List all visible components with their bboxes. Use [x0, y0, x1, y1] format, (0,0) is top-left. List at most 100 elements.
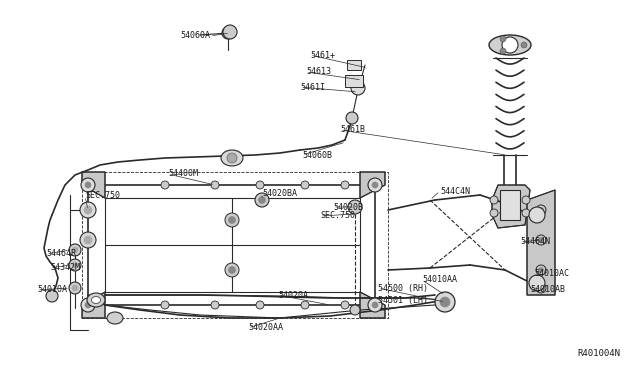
Circle shape — [536, 235, 546, 245]
Circle shape — [301, 181, 309, 189]
Circle shape — [529, 275, 545, 291]
Circle shape — [80, 202, 96, 218]
Text: 54020A: 54020A — [278, 291, 308, 299]
Circle shape — [225, 213, 239, 227]
Text: 54400M: 54400M — [168, 170, 198, 179]
Circle shape — [538, 267, 543, 273]
Circle shape — [80, 232, 96, 248]
Circle shape — [372, 302, 378, 308]
Circle shape — [69, 282, 81, 294]
Circle shape — [69, 259, 81, 271]
Circle shape — [500, 36, 506, 42]
Circle shape — [368, 298, 382, 312]
Circle shape — [351, 81, 365, 95]
Circle shape — [72, 285, 78, 291]
Circle shape — [350, 305, 360, 315]
Circle shape — [69, 244, 81, 256]
Text: 54342M: 54342M — [50, 263, 80, 273]
Circle shape — [536, 205, 546, 215]
Ellipse shape — [92, 296, 100, 304]
Circle shape — [490, 196, 498, 204]
Text: R401004N: R401004N — [577, 349, 620, 358]
Circle shape — [256, 181, 264, 189]
Circle shape — [211, 181, 219, 189]
Text: 544C4N: 544C4N — [440, 186, 470, 196]
Circle shape — [161, 301, 169, 309]
Circle shape — [225, 263, 239, 277]
Ellipse shape — [221, 150, 243, 166]
Text: 54020AA: 54020AA — [248, 324, 283, 333]
Text: 54464R: 54464R — [46, 250, 76, 259]
Circle shape — [227, 153, 237, 163]
Circle shape — [81, 178, 95, 192]
Text: 54010AC: 54010AC — [534, 269, 569, 279]
Circle shape — [223, 25, 237, 39]
Polygon shape — [360, 172, 385, 198]
Circle shape — [84, 206, 92, 214]
Text: 54020B: 54020B — [333, 202, 363, 212]
Text: 5461I: 5461I — [300, 83, 325, 92]
Polygon shape — [492, 185, 530, 228]
Polygon shape — [527, 190, 555, 295]
Circle shape — [435, 292, 455, 312]
Bar — [500, 190, 520, 220]
Circle shape — [72, 262, 78, 268]
Circle shape — [372, 182, 378, 188]
Circle shape — [538, 285, 543, 291]
Circle shape — [348, 200, 362, 214]
Circle shape — [161, 181, 169, 189]
Circle shape — [536, 265, 546, 275]
Circle shape — [228, 266, 236, 273]
Text: 54501 (LH): 54501 (LH) — [378, 296, 428, 305]
Ellipse shape — [87, 293, 105, 307]
Circle shape — [256, 301, 264, 309]
Circle shape — [522, 196, 530, 204]
Text: 54020BA: 54020BA — [262, 189, 297, 198]
Circle shape — [228, 217, 236, 224]
Circle shape — [301, 301, 309, 309]
Text: 54010AA: 54010AA — [422, 276, 457, 285]
Text: 54010A: 54010A — [37, 285, 67, 295]
Ellipse shape — [107, 312, 123, 324]
Text: 54464N: 54464N — [520, 237, 550, 247]
Circle shape — [211, 301, 219, 309]
Circle shape — [538, 208, 543, 212]
Polygon shape — [360, 292, 385, 318]
Circle shape — [255, 193, 269, 207]
Circle shape — [502, 37, 518, 53]
Text: 54010AB: 54010AB — [530, 285, 565, 295]
Circle shape — [341, 181, 349, 189]
Text: 5461+: 5461+ — [310, 51, 335, 60]
Circle shape — [259, 196, 266, 203]
Circle shape — [440, 297, 450, 307]
Polygon shape — [82, 292, 105, 318]
Circle shape — [85, 302, 91, 308]
Circle shape — [346, 112, 358, 124]
Circle shape — [490, 209, 498, 217]
Circle shape — [72, 247, 78, 253]
Text: 54500 (RH): 54500 (RH) — [378, 283, 428, 292]
Circle shape — [521, 42, 527, 48]
Circle shape — [222, 27, 234, 39]
Circle shape — [85, 182, 91, 188]
Polygon shape — [82, 172, 105, 198]
Text: 5461B: 5461B — [340, 125, 365, 135]
Bar — [347, 60, 361, 70]
Text: 54060B: 54060B — [302, 151, 332, 160]
Text: SEC.750: SEC.750 — [85, 192, 120, 201]
Text: 54613: 54613 — [306, 67, 331, 77]
Text: 54060A: 54060A — [180, 32, 210, 41]
Circle shape — [46, 290, 58, 302]
Circle shape — [81, 298, 95, 312]
Text: SEC.750: SEC.750 — [320, 212, 355, 221]
Ellipse shape — [489, 35, 531, 55]
Circle shape — [368, 178, 382, 192]
Circle shape — [522, 209, 530, 217]
Circle shape — [84, 236, 92, 244]
Circle shape — [500, 48, 506, 54]
Circle shape — [538, 237, 543, 243]
Circle shape — [529, 207, 545, 223]
Circle shape — [341, 301, 349, 309]
Bar — [345, 75, 363, 87]
Circle shape — [536, 283, 546, 293]
